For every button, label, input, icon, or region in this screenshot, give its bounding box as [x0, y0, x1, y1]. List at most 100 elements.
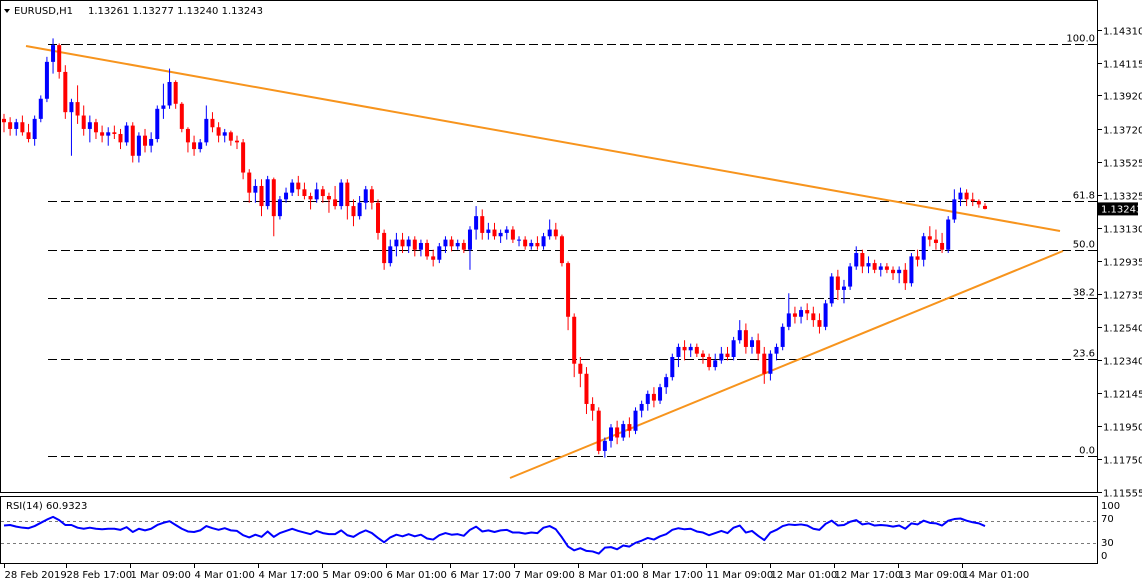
candle-body — [964, 192, 969, 200]
candle-body — [259, 185, 264, 207]
candle-body — [884, 266, 889, 270]
candle-body — [559, 236, 564, 264]
candle — [326, 192, 331, 213]
candle-body — [234, 140, 239, 143]
candle-body — [382, 232, 387, 264]
candle-body — [357, 202, 362, 217]
candle — [480, 209, 485, 240]
candle-body — [921, 236, 926, 260]
time-tick-label: 14 Mar 01:00 — [963, 570, 1030, 581]
ohlc-readout: 1.13261 1.13277 1.13240 1.13243 — [88, 6, 263, 17]
candle — [216, 122, 221, 143]
candle — [247, 169, 252, 203]
candle — [412, 236, 417, 257]
candle — [118, 128, 123, 150]
candle-body — [394, 239, 399, 247]
price-panel-frame — [0, 0, 1098, 493]
candle-body — [32, 118, 37, 140]
current-price-label: 1.13243 — [1101, 204, 1142, 215]
collapse-triangle-icon[interactable] — [4, 9, 10, 13]
candle-body — [388, 246, 393, 264]
candle-body — [517, 239, 522, 241]
time-tick-label: 5 Mar 09:00 — [323, 570, 383, 581]
candle-body — [161, 105, 166, 109]
price-tick-label: 1.11555 — [1103, 489, 1142, 500]
candle-body — [829, 276, 834, 304]
candle-body — [455, 242, 460, 247]
candle — [523, 236, 528, 250]
candle-body — [247, 172, 252, 193]
candle-body — [173, 81, 178, 104]
candle-body — [333, 199, 338, 207]
price-tick-label: 1.12935 — [1103, 258, 1142, 269]
candle-body — [198, 142, 203, 150]
candle — [676, 343, 681, 368]
candle-body — [958, 192, 963, 200]
candle-body — [584, 373, 589, 404]
candle — [314, 182, 319, 203]
candle — [909, 253, 914, 287]
candle-body — [308, 196, 313, 200]
candle — [498, 229, 503, 243]
candle — [369, 185, 374, 210]
candle-body — [26, 132, 31, 140]
candle-body — [425, 242, 430, 257]
candlestick-series — [2, 38, 987, 458]
candle-body — [253, 185, 258, 193]
candle — [357, 196, 362, 220]
candle-body — [320, 189, 325, 197]
price-tick-label: 1.12540 — [1103, 324, 1142, 335]
candle — [155, 105, 160, 143]
candle — [339, 179, 344, 210]
candle — [940, 232, 945, 254]
fib-level-label: 23.6 — [1073, 349, 1095, 360]
candle — [596, 407, 601, 455]
candle — [8, 117, 13, 136]
candle — [455, 239, 460, 250]
candle-body — [363, 189, 368, 203]
candle-body — [719, 353, 724, 361]
price-tick-label: 1.13920 — [1103, 92, 1142, 103]
time-tick-label: 4 Mar 17:00 — [259, 570, 319, 581]
price-tick-label: 1.11950 — [1103, 423, 1142, 434]
candle-body — [700, 353, 705, 358]
candle — [333, 185, 338, 210]
candle — [756, 333, 761, 361]
candle — [529, 239, 534, 250]
candle-body — [694, 346, 699, 354]
candle-body — [100, 132, 105, 136]
candle-body — [676, 346, 681, 358]
candle — [670, 353, 675, 381]
candle-body — [866, 263, 871, 267]
candle-body — [461, 242, 466, 250]
candle — [26, 123, 31, 143]
candle — [970, 192, 975, 207]
candle — [222, 128, 227, 143]
candle — [848, 263, 853, 290]
price-tick-label: 1.13525 — [1103, 159, 1142, 170]
candle — [762, 346, 767, 384]
candle — [590, 397, 595, 421]
candle-body — [284, 192, 289, 200]
time-tick-label: 6 Mar 01:00 — [387, 570, 447, 581]
candle-body — [106, 132, 111, 136]
candle — [425, 239, 430, 260]
candle-body — [615, 427, 620, 438]
candle — [700, 350, 705, 364]
candle-body — [510, 229, 515, 240]
candle-body — [566, 263, 571, 317]
candle — [584, 367, 589, 415]
candle-body — [185, 128, 190, 143]
price-tick-label: 1.13720 — [1103, 126, 1142, 137]
candle-body — [811, 313, 816, 321]
candle-body — [302, 189, 307, 197]
time-tick-label: 11 Mar 09:00 — [707, 570, 774, 581]
candle-body — [983, 205, 987, 209]
candle-body — [792, 313, 797, 317]
price-tick-label: 1.12145 — [1103, 390, 1142, 401]
candle-body — [314, 189, 319, 200]
candle — [903, 263, 908, 290]
time-tick-label: 8 Mar 17:00 — [643, 570, 703, 581]
candle — [694, 343, 699, 358]
